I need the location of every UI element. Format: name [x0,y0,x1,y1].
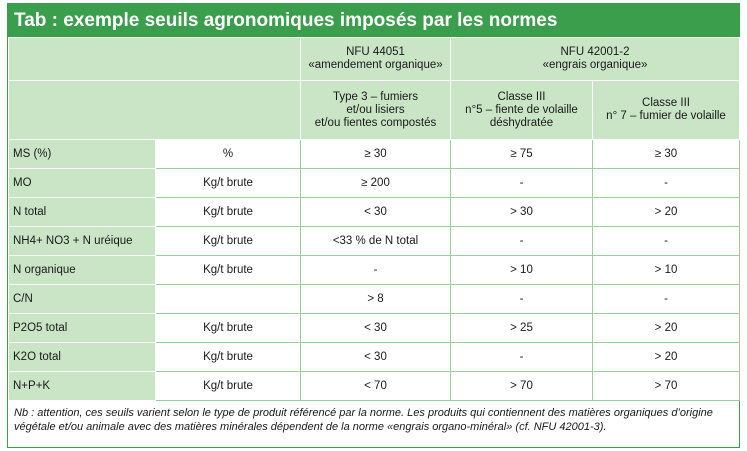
cell: Kg/t brute [155,226,301,256]
cell: < 30 [300,313,451,343]
row-label: K2O total [8,342,156,372]
row-label: C/N [8,284,156,314]
cell: Kg/t brute [155,342,301,372]
title: Tab : exemple seuils agronomiques imposé… [8,4,739,37]
cell: > 8 [300,284,451,314]
column-header-line: n° 7 – fumier de volaille [606,110,726,122]
group-subtitle: «amendement organique» [308,59,443,71]
cell: > 70 [591,371,741,401]
cell: Kg/t brute [155,197,301,227]
group-header: NFU 44051 «amendement organique» [300,37,451,81]
cell: < 30 [300,342,451,372]
column-header-line: déshydratée [489,116,554,129]
cell: > 25 [450,313,593,343]
header-row: Type 3 – fumiers et/ou lisiers et/ou fient… [8,80,741,140]
column-header-line: et/ou fientes compostés [314,116,437,129]
cell: > 20 [591,197,741,227]
cell: <33 % de N total [300,226,451,256]
header-row: NFU 44051 «amendement organique» NFU 42001… [8,37,741,81]
data-row: N+P+K Kg/t brute < 70 > 70 > 70 [8,371,741,401]
row-label: MS (%) [8,139,156,169]
cell: > 10 [591,255,741,285]
cell: ≥ 75 [450,139,593,169]
data-row: MS (%)% ≥ 30 ≥ 75 ≥ 30 [8,139,741,169]
cell: Kg/t brute [155,168,301,198]
cell: Kg/t brute [155,371,301,401]
cell: - [450,342,593,372]
column-header: Classe III n°5 – fiente de volaille déshyd… [450,80,593,140]
data-row: P2O5 total Kg/t brute < 30 > 25 > 20 [8,313,741,343]
data-row: N total Kg/t brute < 30 > 30 > 20 [8,197,741,227]
group-name: NFU 44051 [346,46,405,58]
column-header-line: n°5 – fiente de volaille [465,103,578,116]
cell: - [591,226,741,256]
note: Nb : attention, ces seuils varient selon… [14,407,713,433]
cell: - [300,255,451,285]
cell: > 70 [450,371,593,401]
document: Tab : exemple seuils agronomiques imposé… [7,3,741,448]
cell: > 20 [591,342,741,372]
group-subtitle: «engrais organique» [542,59,648,71]
data-row: MO Kg/t brute ≥ 200- - [8,168,741,198]
cell: Kg/t brute [155,313,301,343]
row-label: N total [8,197,156,227]
data-row: NH4+ NO3 + N uréique Kg/t brute <33 % de N… [8,226,741,256]
cell: - [450,284,593,314]
column-header: Classe III n° 7 – fumier de volaille [591,80,741,140]
cell [155,284,301,314]
table: NFU 44051 «amendement organique» NFU 42001… [8,37,741,401]
cell: Kg/t brute [155,255,301,285]
cell: - [591,284,741,314]
cell: ≥ 30 [300,139,451,169]
column-header-line: et/ou lisiers [346,103,405,116]
row-label: N organique [8,255,156,285]
row-label: N+P+K [8,371,156,401]
data-row: N organique Kg/t brute - > 10 > 10 [8,255,741,285]
cell: > 30 [450,197,593,227]
cell: < 70 [300,371,451,401]
cell: ≥ 30 [591,139,741,169]
cell: ≥ 200 [300,168,451,198]
row-label: P2O5 total [8,313,156,343]
column-header-line: Classe III [497,90,546,103]
column-header-line: Classe III [642,97,690,109]
row-label: NH4+ NO3 + N uréique [8,226,156,256]
cell: < 30 [300,197,451,227]
header-cell [8,37,301,81]
column-header: Type 3 – fumiers et/ou lisiers et/ou fient… [300,80,451,140]
cell: > 20 [591,313,741,343]
cell: - [591,168,741,198]
cell: % [155,139,301,169]
cell: - [450,168,593,198]
cell: - [450,226,593,256]
data-row: C/N > 8-- [8,284,741,314]
row-label: MO [8,168,156,198]
data-row: K2O total Kg/t brute < 30- > 20 [8,342,741,372]
cell: > 10 [450,255,593,285]
column-header-line: Type 3 – fumiers [332,90,418,103]
header-cell [8,80,301,140]
group-name: NFU 42001-2 [560,46,630,58]
group-header: NFU 42001-2 «engrais organique» [449,37,741,81]
